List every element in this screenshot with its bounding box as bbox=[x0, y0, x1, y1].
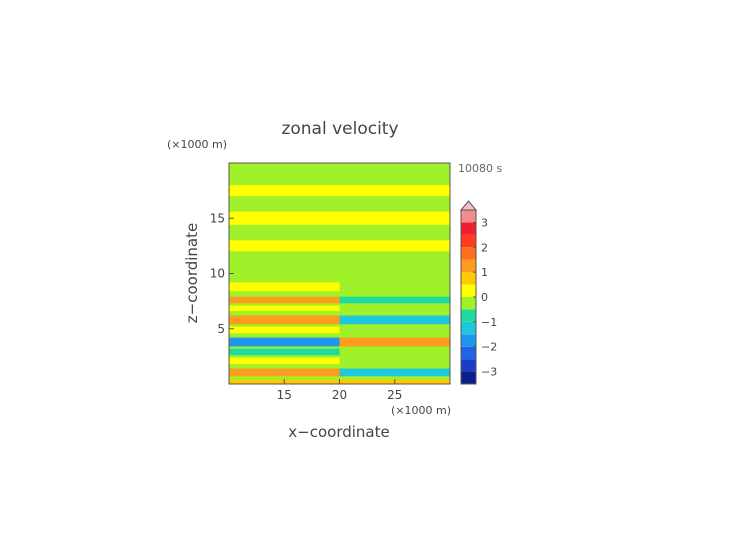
colorbar-tick-label: −1 bbox=[481, 316, 497, 329]
y-unit-label: (×1000 m) bbox=[167, 138, 227, 151]
field-band-15 bbox=[339, 282, 450, 292]
y-axis-label: z−coordinate bbox=[183, 223, 201, 323]
y-tick-label: 10 bbox=[210, 267, 225, 281]
y-axis-ticks: 5 10 15 bbox=[210, 211, 234, 336]
colorbar-segment bbox=[461, 309, 476, 322]
colorbar-tick-label: 2 bbox=[481, 241, 488, 254]
field-band-11 bbox=[229, 305, 340, 312]
colorbar-segment bbox=[461, 272, 476, 285]
y-tick-label: 15 bbox=[210, 211, 225, 225]
x-tick-label: 25 bbox=[387, 388, 402, 402]
field-band-10 bbox=[339, 315, 450, 325]
colorbar-segment bbox=[461, 222, 476, 235]
colorbar-segment bbox=[461, 346, 476, 360]
colorbar-tick-label: 3 bbox=[481, 216, 488, 229]
colorbar-segment bbox=[461, 234, 476, 248]
field-band-16 bbox=[229, 262, 450, 280]
colorbar: 3 2 1 0 −1 −2 −3 bbox=[459, 200, 497, 385]
colorbar-tick-label: 0 bbox=[481, 291, 488, 304]
chart-title: zonal velocity bbox=[281, 119, 398, 139]
field-band-6 bbox=[229, 337, 340, 347]
field-band-8 bbox=[229, 326, 340, 334]
field-band-14 bbox=[229, 282, 340, 292]
colorbar-segment bbox=[461, 321, 476, 335]
colorbar-tick-label: −2 bbox=[481, 341, 497, 354]
colorbar-extend-arrow bbox=[459, 200, 478, 211]
field-band-4 bbox=[229, 357, 340, 365]
field-band-18 bbox=[229, 211, 450, 225]
x-axis-ticks: 15 20 25 bbox=[277, 379, 402, 402]
field-band-12 bbox=[229, 296, 340, 304]
field-band-9 bbox=[229, 315, 340, 325]
field-band-13 bbox=[339, 296, 450, 304]
x-axis-label: x−coordinate bbox=[288, 423, 389, 441]
field-band-19 bbox=[229, 185, 450, 197]
colorbar-segment bbox=[461, 334, 476, 347]
colorbar-segment bbox=[461, 284, 476, 297]
x-unit-label: (×1000 m) bbox=[391, 404, 451, 417]
field-band-20 bbox=[229, 167, 450, 177]
x-tick-label: 15 bbox=[277, 388, 292, 402]
colorbar-segment bbox=[461, 247, 476, 260]
colorbar-segment bbox=[461, 371, 476, 384]
field-band-5 bbox=[229, 348, 340, 356]
field-band-3 bbox=[339, 368, 450, 377]
heatmap-field bbox=[229, 163, 450, 384]
colorbar-segment bbox=[461, 297, 476, 310]
field-band-2 bbox=[229, 368, 340, 377]
field-band-7 bbox=[339, 337, 450, 347]
colorbar-tick-label: −3 bbox=[481, 366, 497, 379]
colorbar-segment bbox=[461, 259, 476, 273]
colorbar-segment bbox=[461, 210, 476, 223]
y-tick-label: 5 bbox=[217, 322, 225, 336]
x-tick-label: 20 bbox=[332, 388, 347, 402]
field-band-17 bbox=[229, 240, 450, 252]
time-label: 10080 s bbox=[458, 162, 502, 175]
colorbar-segment bbox=[461, 359, 476, 372]
colorbar-tick-label: 1 bbox=[481, 266, 488, 279]
